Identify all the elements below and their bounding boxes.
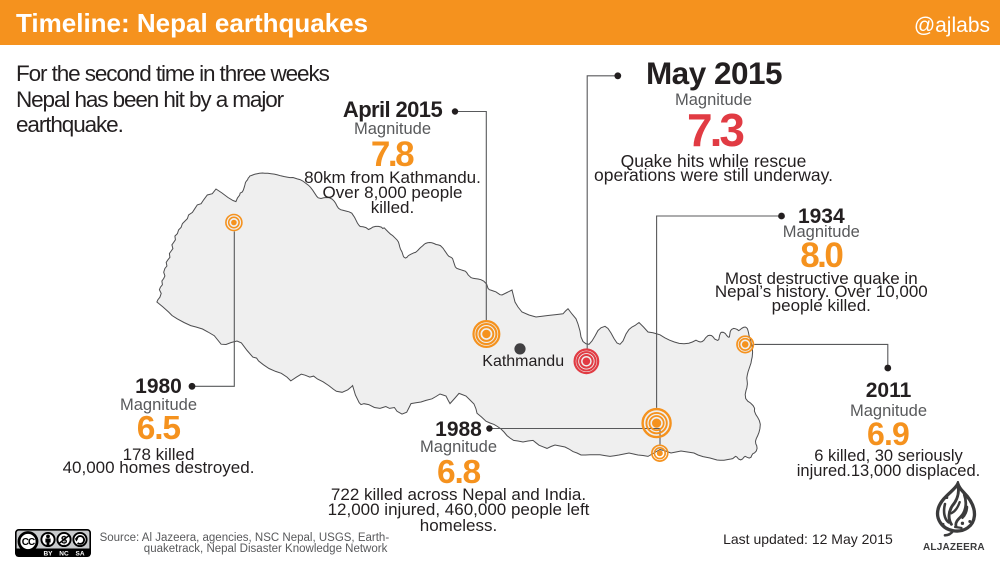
svg-text:$: $ [61, 534, 67, 546]
svg-text:CC: CC [22, 537, 35, 548]
svg-text:BY: BY [43, 550, 53, 557]
svg-text:NC: NC [59, 550, 69, 557]
svg-text:SA: SA [75, 550, 84, 557]
